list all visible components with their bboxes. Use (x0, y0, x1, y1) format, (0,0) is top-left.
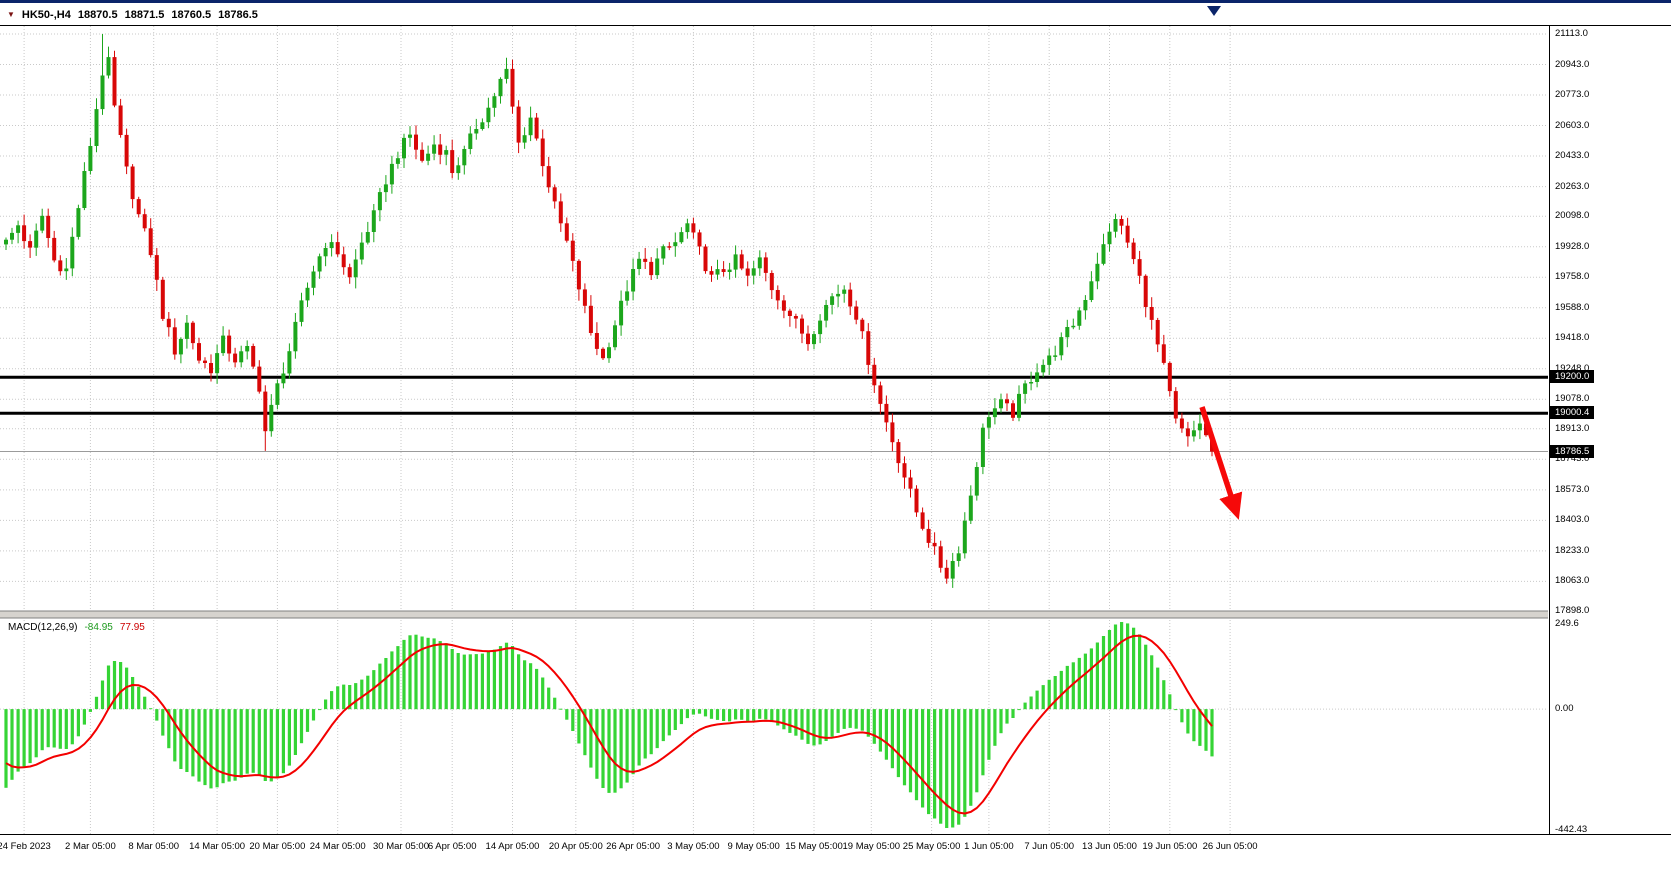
chart-shift-marker-icon[interactable] (1207, 6, 1221, 16)
time-tick-label: 19 Jun 05:00 (1142, 841, 1198, 852)
price-tick-label: 19078.0 (1555, 393, 1590, 405)
time-tick-label: 3 May 05:00 (667, 841, 720, 852)
time-tick-label: 8 Mar 05:00 (128, 841, 180, 852)
down-arrow-annotation[interactable] (1199, 406, 1243, 520)
price-tick-label: 19928.0 (1555, 240, 1590, 252)
time-tick-label: 30 Mar 05:00 (373, 841, 429, 852)
price-tick-label: 21113.0 (1555, 28, 1588, 39)
window-top-border (0, 0, 1671, 3)
time-tick-label: 14 Apr 05:00 (485, 841, 540, 852)
price-tick-label: 18063.0 (1555, 575, 1590, 587)
price-tick-label: 19758.0 (1555, 271, 1590, 283)
price-tick-label: 19418.0 (1555, 332, 1590, 344)
pane-separator[interactable] (0, 611, 1548, 618)
price-tick-label: 18913.0 (1555, 422, 1590, 434)
time-tick-label: 20 Apr 05:00 (548, 841, 603, 852)
macd-histogram (4, 622, 1214, 828)
time-tick-label: 24 Mar 05:00 (309, 841, 366, 852)
macd-scale-max: 249.6 (1555, 618, 1579, 629)
time-tick-label: 13 Jun 05:00 (1082, 841, 1137, 852)
time-tick-label: 14 Mar 05:00 (189, 841, 246, 852)
price-tick-label: 19588.0 (1555, 301, 1590, 313)
price-tick-label: 20943.0 (1555, 58, 1590, 70)
time-axis[interactable]: 24 Feb 2023 2 Mar 05:00 8 Mar 05:00 14 Mar … (0, 834, 1671, 889)
price-tick-label: 17898.0 (1555, 605, 1590, 616)
price-level-badge: 19200.0 (1550, 370, 1595, 384)
price-tick-label: 20773.0 (1555, 89, 1590, 100)
price-axis[interactable]: 21113.0 20943.0 20773.0 20603.0 20433.0 20263… (1549, 25, 1671, 835)
time-tick-label: 2 Mar 05:00 (65, 841, 116, 852)
price-tick-label: 20603.0 (1555, 119, 1590, 131)
time-tick-label: 7 Jun 05:00 (1024, 841, 1075, 852)
price-level-badge: 19000.4 (1550, 406, 1595, 420)
price-tick-label: 18573.0 (1555, 483, 1590, 495)
ohlc-open: 18870.5 (77, 9, 118, 21)
macd-signal-line (5, 634, 1213, 815)
symbol-info-bar: ▼ HK50-,H4 18870.5 18871.5 18760.5 18786… (7, 7, 258, 23)
time-tick-label: 26 Jun 05:00 (1202, 841, 1258, 852)
symbol-label: HK50-,H4 (21, 9, 71, 21)
time-tick-label: 15 May 05:00 (785, 841, 843, 852)
ohlc-close: 18786.5 (218, 9, 258, 21)
time-tick-label: 26 Apr 05:00 (606, 841, 661, 852)
time-tick-label: 6 Apr 05:00 (427, 841, 477, 852)
time-tick-label: 1 Jun 05:00 (964, 841, 1014, 852)
macd-scale-zero: 0.00 (1555, 703, 1574, 715)
symbol-triangle-icon: ▼ (7, 10, 15, 19)
candles (4, 34, 1214, 588)
price-tick-label: 18743.0 (1555, 453, 1590, 465)
time-tick-label: 25 May 05:00 (902, 841, 961, 852)
time-tick-label: 9 May 05:00 (727, 841, 780, 852)
time-tick-label: 19 May 05:00 (842, 841, 901, 852)
ohlc-low: 18760.5 (171, 9, 212, 21)
price-tick-label: 18403.0 (1555, 514, 1590, 526)
ohlc-high: 18871.5 (124, 9, 165, 21)
price-tick-label: 19248.0 (1555, 362, 1590, 374)
price-tick-label: 20263.0 (1555, 180, 1590, 192)
time-tick-label: 24 Feb 2023 (0, 841, 51, 852)
price-tick-label: 18233.0 (1555, 544, 1590, 556)
macd-scale-min: -442.43 (1555, 824, 1588, 835)
chart-area[interactable] (0, 25, 1549, 834)
price-level-badge: 18786.5 (1550, 444, 1595, 458)
price-tick-label: 20098.0 (1555, 210, 1590, 222)
price-macd-canvas[interactable] (0, 26, 1548, 834)
price-tick-label: 20433.0 (1555, 150, 1590, 161)
time-tick-label: 20 Mar 05:00 (249, 841, 306, 852)
